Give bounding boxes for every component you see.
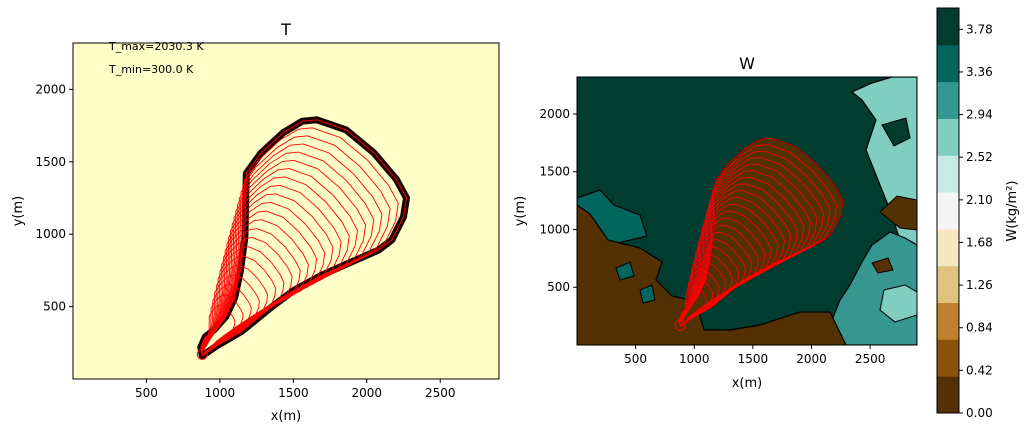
colorbar-band xyxy=(937,339,959,377)
fuel-load-plot-frame xyxy=(576,76,918,346)
colorbar-band xyxy=(937,81,959,119)
fuel-load-ytick-label: 500 xyxy=(547,280,570,294)
temperature-xlabel: x(m) xyxy=(271,409,302,424)
colorbar-label: W(kg/m²) xyxy=(1005,180,1020,241)
fuel-load-panel: W 500 1000 1500 2000 2500 xyxy=(513,54,918,391)
fuel-load-ytick-label: 2000 xyxy=(539,107,570,121)
fuel-region-0.21-right xyxy=(879,195,917,231)
fuel-region-3.99-patch xyxy=(881,117,911,147)
colorbar-band xyxy=(937,118,959,156)
temperature-contours xyxy=(196,116,410,360)
temperature-xtick-label: 1000 xyxy=(205,386,236,400)
temperature-panel: T T_max=2030.3 K T_min=300.0 K 500 1000 15… xyxy=(11,20,500,424)
temperature-ytick-label: 500 xyxy=(43,300,66,314)
colorbar-bands xyxy=(937,8,959,414)
fuel-load-title: W xyxy=(739,54,755,73)
colorbar-tick-label: 1.26 xyxy=(966,278,993,292)
fuel-contour-line xyxy=(678,137,844,328)
fuel-load-x-ticks: 500 1000 1500 2000 2500 xyxy=(624,345,885,366)
temperature-ytick-label: 2000 xyxy=(35,82,66,96)
fuel-load-ytick-label: 1500 xyxy=(539,165,570,179)
ignition-contour xyxy=(196,348,208,360)
colorbar-frame xyxy=(936,7,960,414)
temperature-xtick-label: 500 xyxy=(135,386,158,400)
temperature-ytick-label: 1500 xyxy=(35,155,66,169)
temperature-title: T xyxy=(280,20,291,39)
temperature-ytick-label: 1000 xyxy=(35,227,66,241)
fuel-load-xtick-label: 2500 xyxy=(855,352,886,366)
fuel-burned-area xyxy=(674,137,844,331)
temperature-plot-background xyxy=(73,43,499,379)
colorbar-tick-label: 0.42 xyxy=(966,363,993,377)
temperature-xtick-label: 1500 xyxy=(278,386,309,400)
fuel-load-ylabel: y(m) xyxy=(513,196,528,227)
fuel-region-0.21-patch xyxy=(871,257,894,274)
colorbar-ticks: 0.00 0.42 0.84 1.26 1.68 2.10 2.52 2.94 3.36 3.78 xyxy=(959,22,993,420)
fuel-load-y-ticks: 500 1000 1500 2000 xyxy=(539,107,577,294)
fuel-load-ytick-label: 1000 xyxy=(539,222,570,236)
temperature-ylabel: y(m) xyxy=(11,196,26,227)
colorbar-tick-label: 1.68 xyxy=(966,235,993,249)
temperature-plot-frame xyxy=(72,42,500,380)
colorbar-tick-label: 0.00 xyxy=(966,406,993,420)
colorbar-tick-label: 2.52 xyxy=(966,150,993,164)
fuel-region-0.21 xyxy=(577,204,847,345)
temperature-x-ticks: 500 1000 1500 2000 2500 xyxy=(135,379,456,400)
colorbar-band xyxy=(937,265,959,304)
fuel-load-xtick-label: 500 xyxy=(624,352,647,366)
colorbar-tick-label: 0.84 xyxy=(966,321,993,335)
fuel-ignition-contour xyxy=(674,319,686,331)
fuel-load-xtick-label: 1000 xyxy=(679,352,710,366)
colorbar-band xyxy=(937,155,959,193)
fuel-region-3.57-lake xyxy=(615,261,635,281)
fuel-load-xlabel: x(m) xyxy=(732,376,763,391)
tmin-annotation: T_min=300.0 K xyxy=(108,63,194,76)
colorbar-tick-label: 2.94 xyxy=(966,108,993,122)
colorbar: 0.00 0.42 0.84 1.26 1.68 2.10 2.52 2.94 3.36 3.78… xyxy=(936,7,1020,420)
temperature-contour-line xyxy=(200,119,407,357)
colorbar-tick-label: 3.36 xyxy=(966,65,993,79)
colorbar-band xyxy=(937,376,959,414)
fuel-load-xtick-label: 1500 xyxy=(738,352,769,366)
colorbar-band xyxy=(937,228,959,267)
fuel-region-3.57-lake-2 xyxy=(639,284,656,304)
temperature-xtick-label: 2500 xyxy=(425,386,456,400)
fuel-region-2.73-patch xyxy=(879,284,917,323)
colorbar-band xyxy=(937,302,959,340)
colorbar-band xyxy=(937,192,959,230)
temperature-y-ticks: 500 1000 1500 2000 xyxy=(35,82,73,314)
colorbar-tick-label: 2.10 xyxy=(966,193,993,207)
colorbar-band xyxy=(937,8,959,46)
colorbar-band xyxy=(937,44,959,83)
fuel-load-xtick-label: 2000 xyxy=(796,352,827,366)
temperature-xtick-label: 2000 xyxy=(352,386,383,400)
tmax-annotation: T_max=2030.3 K xyxy=(108,40,204,53)
colorbar-tick-label: 3.78 xyxy=(966,22,993,36)
